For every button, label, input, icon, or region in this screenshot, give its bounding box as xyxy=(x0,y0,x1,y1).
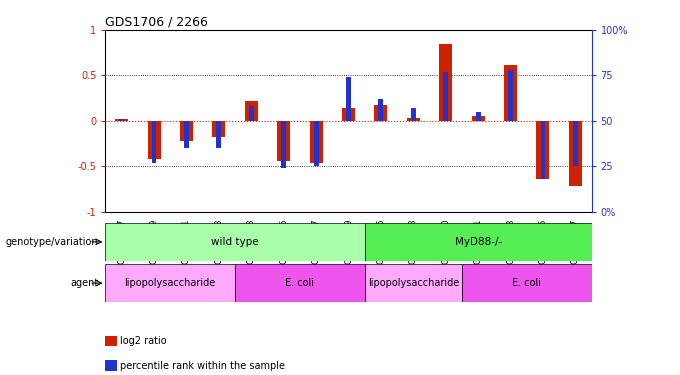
Bar xyxy=(443,72,448,121)
Bar xyxy=(235,264,364,302)
Bar xyxy=(212,121,225,137)
Text: lipopolysaccharide: lipopolysaccharide xyxy=(124,278,216,288)
Text: wild type: wild type xyxy=(211,237,259,247)
Bar xyxy=(180,121,193,141)
Bar xyxy=(249,106,254,121)
Bar xyxy=(504,64,517,121)
Bar xyxy=(148,121,160,159)
Bar xyxy=(105,264,235,302)
Bar xyxy=(364,264,462,302)
Text: E. coli: E. coli xyxy=(512,278,541,288)
Bar xyxy=(105,223,364,261)
Text: GDS1706 / 2266: GDS1706 / 2266 xyxy=(105,16,208,29)
Bar xyxy=(476,112,481,121)
Bar xyxy=(439,44,452,121)
Text: MyD88-/-: MyD88-/- xyxy=(454,237,502,247)
Bar xyxy=(407,118,420,121)
Bar xyxy=(411,108,415,121)
Text: agent: agent xyxy=(70,278,99,288)
Bar xyxy=(472,116,485,121)
Bar xyxy=(346,77,351,121)
Bar xyxy=(537,121,549,179)
Bar xyxy=(573,121,578,166)
Text: genotype/variation: genotype/variation xyxy=(6,237,99,247)
Bar xyxy=(364,223,592,261)
Bar xyxy=(115,119,128,121)
Bar xyxy=(119,119,124,121)
Bar xyxy=(508,70,513,121)
Bar xyxy=(277,121,290,161)
Bar xyxy=(282,121,286,168)
Text: lipopolysaccharide: lipopolysaccharide xyxy=(368,278,459,288)
Bar xyxy=(379,99,384,121)
Bar xyxy=(541,121,545,179)
Bar xyxy=(462,264,592,302)
Bar xyxy=(309,121,322,163)
Bar xyxy=(375,105,388,121)
Bar xyxy=(184,121,189,148)
Bar xyxy=(245,101,258,121)
Bar xyxy=(313,121,318,166)
Bar xyxy=(152,121,156,163)
Text: E. coli: E. coli xyxy=(286,278,314,288)
Bar xyxy=(342,108,355,121)
Text: log2 ratio: log2 ratio xyxy=(120,336,167,346)
Bar xyxy=(569,121,582,186)
Bar xyxy=(216,121,221,148)
Text: percentile rank within the sample: percentile rank within the sample xyxy=(120,361,286,370)
